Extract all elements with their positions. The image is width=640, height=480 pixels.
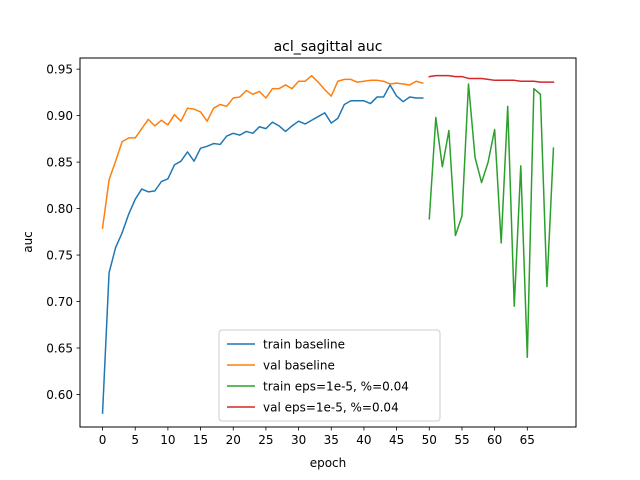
- y-tick-label-1: 0.65: [46, 341, 73, 355]
- x-tick-label-11: 55: [454, 433, 469, 447]
- legend: train baseline val baseline train eps=1e-5…: [218, 329, 441, 422]
- legend-label-3: val eps=1e-5, %=0.04: [263, 401, 399, 415]
- chart-title: acl_sagittal auc: [274, 39, 383, 55]
- series-line-2: [428, 83, 555, 359]
- series-line-3: [428, 74, 555, 83]
- legend-label-2: train eps=1e-5, %=0.04: [263, 380, 409, 394]
- series-line-0: [101, 84, 424, 414]
- x-tick-label-7: 35: [324, 433, 339, 447]
- x-tick-label-1: 5: [131, 433, 139, 447]
- x-tick-label-13: 65: [520, 433, 535, 447]
- y-tick-label-7: 0.95: [46, 63, 73, 77]
- x-tick-label-9: 45: [389, 433, 404, 447]
- x-axis-label: epoch: [310, 456, 347, 470]
- y-axis-label: auc: [21, 231, 35, 253]
- legend-label-0: train baseline: [263, 338, 345, 352]
- y-tick-label-4: 0.80: [46, 202, 73, 216]
- x-tick-label-0: 0: [99, 433, 107, 447]
- x-tick-label-8: 40: [356, 433, 371, 447]
- y-tick-label-6: 0.90: [46, 109, 73, 123]
- x-tick-label-4: 20: [226, 433, 241, 447]
- x-tick-label-10: 50: [422, 433, 437, 447]
- y-tick-label-3: 0.75: [46, 249, 73, 263]
- x-tick-label-6: 30: [291, 433, 306, 447]
- x-tick-label-5: 25: [258, 433, 273, 447]
- x-tick-label-3: 15: [193, 433, 208, 447]
- y-axis: 0.60 0.65 0.70 0.75 0.80 0.85 0.90 0.95: [46, 63, 80, 402]
- legend-box: [218, 329, 441, 422]
- series-layer: [101, 74, 555, 414]
- y-tick-label-2: 0.70: [46, 295, 73, 309]
- legend-label-1: val baseline: [263, 359, 335, 373]
- x-tick-label-2: 10: [160, 433, 175, 447]
- x-axis: 0 5 10 15 20 25 30 35 40 45 50 55 60 65: [99, 427, 535, 447]
- y-tick-label-0: 0.60: [46, 388, 73, 402]
- y-tick-label-5: 0.85: [46, 156, 73, 170]
- series-line-1: [101, 74, 424, 229]
- plot-frame: [79, 57, 577, 428]
- x-tick-label-12: 60: [487, 433, 502, 447]
